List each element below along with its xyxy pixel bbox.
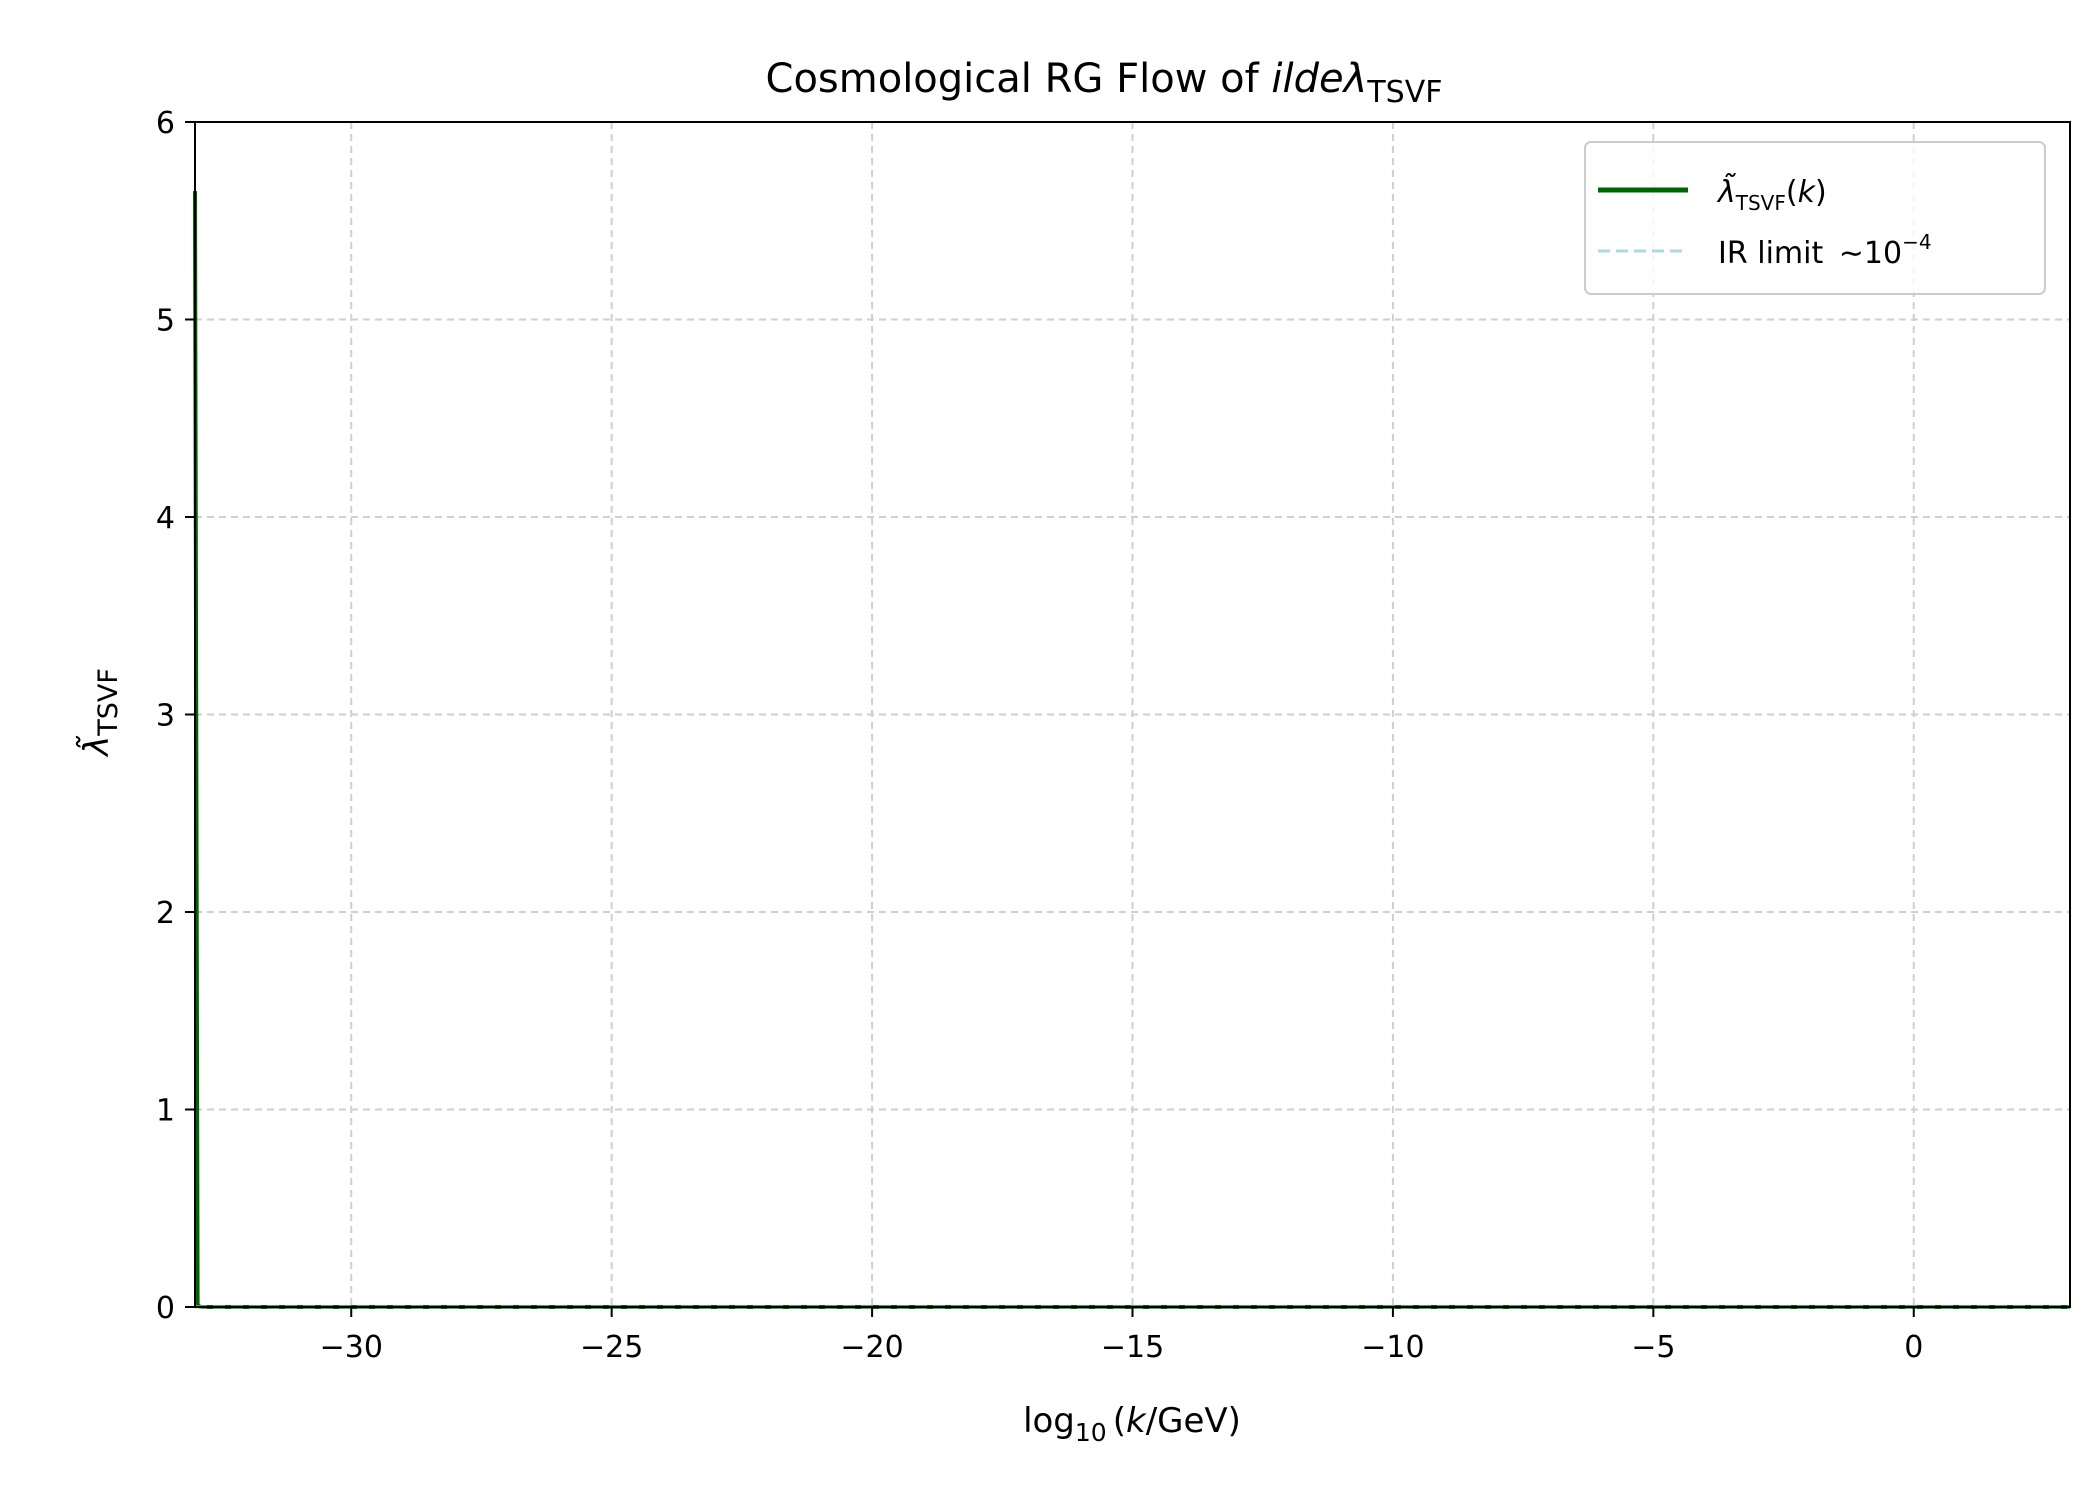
y-tick-label: 2 [156,896,175,931]
y-axis-label: λ̃TSVF [75,668,124,758]
x-tick-label: −30 [320,1330,383,1365]
x-tick-label: 0 [1904,1330,1923,1365]
x-tick-label: −15 [1101,1330,1164,1365]
x-tick-label: −20 [840,1330,903,1365]
x-tick-label: −5 [1631,1330,1675,1365]
legend: λ̃TSVF(k) IR limit ∼10−4 [1584,141,2046,295]
grid [195,122,2070,1307]
y-tick-label: 6 [156,106,175,141]
y-tick-label: 0 [156,1291,175,1326]
ticks: −30 −25 −20 −15 −10 −5 0 0 1 2 3 4 5 6 [156,106,1923,1365]
y-tick-label: 5 [156,304,175,339]
x-axis-label: log10 (k/GeV) [1023,1401,1241,1447]
legend-box [1584,141,2046,295]
legend-label-lambda: λ̃TSVF(k) [1716,174,1827,215]
y-tick-label: 4 [156,501,175,536]
x-tick-label: −10 [1361,1330,1424,1365]
chart-title: Cosmological RG Flow of ildeλTSVF [766,56,1443,110]
x-tick-label: −25 [580,1330,643,1365]
legend-label-ir-limit: IR limit ∼10−4 [1718,230,1932,271]
y-tick-label: 3 [156,699,175,734]
y-tick-label: 1 [156,1094,175,1129]
